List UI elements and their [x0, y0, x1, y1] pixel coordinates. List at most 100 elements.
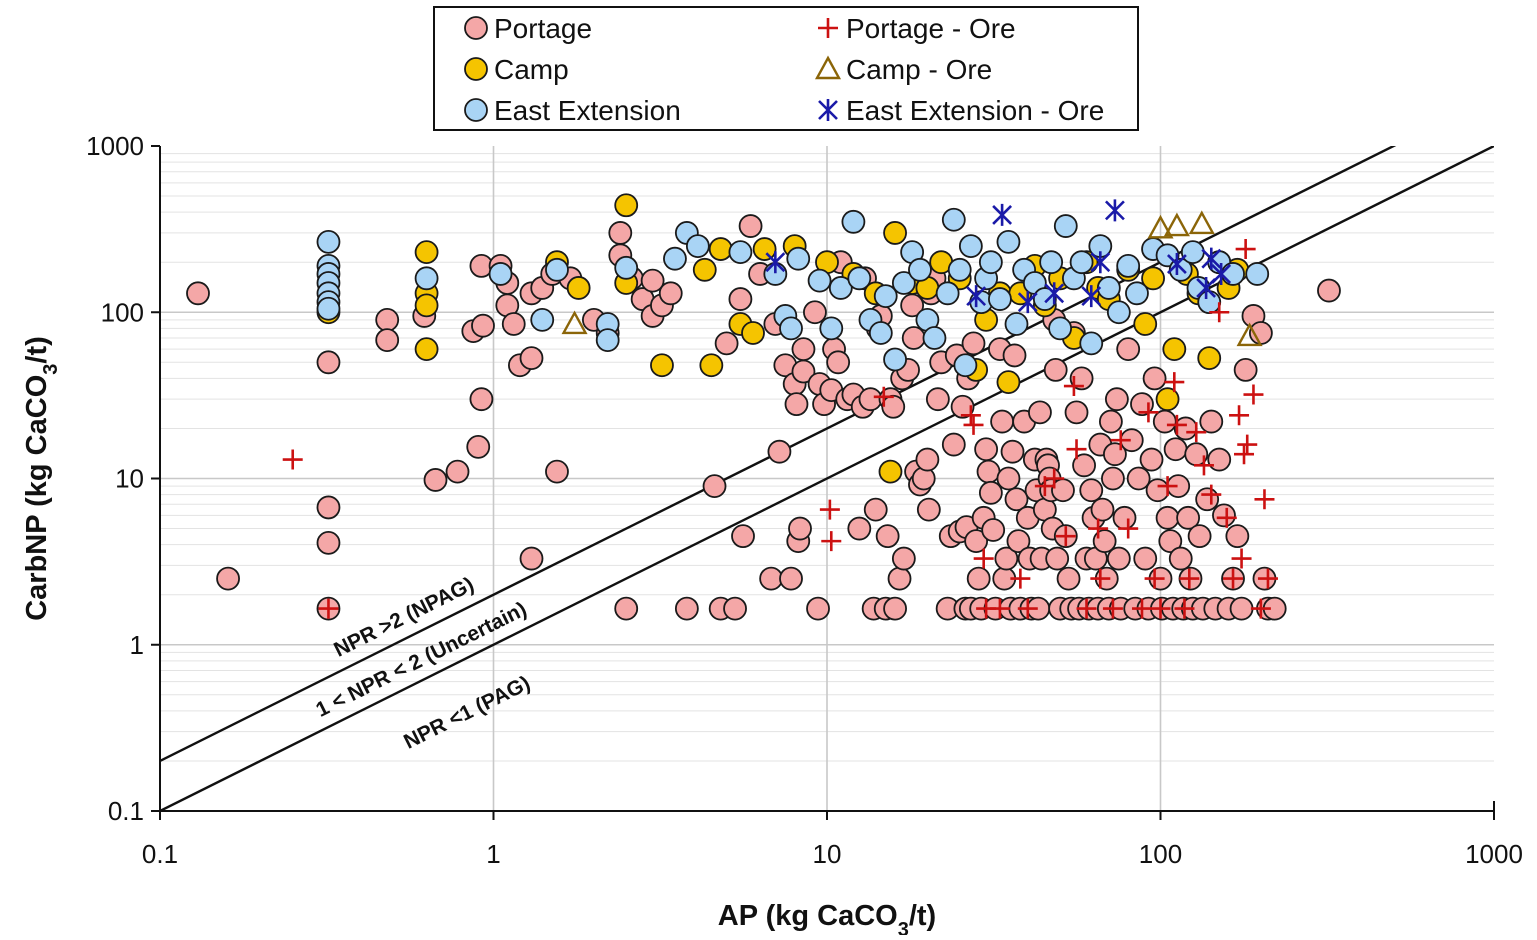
data-point: [282, 449, 303, 470]
data-point: [1076, 598, 1097, 619]
data-point: [996, 229, 1021, 254]
data-point: [1152, 409, 1177, 434]
data-point: [685, 234, 710, 258]
series-east-extension: [316, 207, 1270, 378]
data-point: [731, 524, 755, 549]
data-point: [868, 321, 893, 345]
data-point: [891, 271, 916, 295]
data-point: [1055, 526, 1076, 547]
region-label: NPR <1 (PAG): [400, 672, 534, 754]
data-point: [1096, 276, 1121, 300]
data-point: [1101, 466, 1125, 491]
data-points: [186, 193, 1341, 621]
data-point: [375, 328, 400, 352]
data-point: [881, 394, 906, 419]
data-point: [1147, 214, 1174, 239]
data-point: [818, 18, 838, 38]
data-point: [702, 474, 727, 499]
data-point: [674, 596, 699, 621]
series-portage-ore: [282, 239, 1278, 619]
data-point: [1245, 262, 1270, 286]
data-point: [1145, 478, 1170, 503]
data-point: [414, 240, 439, 265]
data-point: [1000, 439, 1025, 464]
data-point: [989, 598, 1010, 619]
data-point: [1197, 290, 1222, 315]
data-point: [883, 221, 907, 245]
data-point: [464, 57, 488, 81]
data-point: [908, 257, 932, 282]
legend-label: Portage: [494, 13, 592, 44]
data-point: [878, 459, 903, 484]
series-portage: [186, 214, 1341, 621]
data-point: [1180, 240, 1205, 265]
data-point: [1044, 468, 1065, 489]
data-point: [414, 266, 439, 291]
data-point: [658, 281, 683, 306]
data-point: [1176, 505, 1201, 530]
data-point: [922, 326, 947, 350]
x-axis-title: AP (kg CaCO3/t): [718, 900, 936, 935]
data-point: [1155, 505, 1180, 530]
data-point: [1233, 358, 1258, 382]
data-point: [316, 495, 341, 520]
data-point: [1104, 387, 1129, 412]
data-point: [788, 516, 812, 541]
data-point: [950, 394, 975, 419]
legend-label: Camp: [494, 54, 569, 85]
y-tick-label: 100: [101, 297, 144, 327]
data-point: [1231, 548, 1252, 569]
data-point: [976, 459, 1001, 484]
data-point: [1098, 409, 1123, 434]
x-tick-label: 100: [1139, 839, 1182, 869]
data-point: [316, 229, 341, 254]
data-point: [818, 99, 838, 121]
data-point: [1179, 568, 1200, 589]
data-point: [488, 262, 513, 286]
data-point: [1225, 524, 1250, 549]
data-point: [841, 209, 866, 234]
data-point: [1056, 566, 1081, 591]
data-point: [1221, 262, 1245, 286]
data-point: [1039, 250, 1064, 275]
data-point: [692, 257, 717, 282]
y-tick-label: 0.1: [108, 796, 144, 826]
data-point: [1064, 400, 1089, 425]
data-point: [545, 459, 569, 484]
data-point: [963, 414, 984, 435]
legend-label: Portage - Ore: [846, 13, 1016, 44]
data-point: [501, 312, 526, 336]
data-point: [1138, 402, 1159, 423]
data-point: [941, 207, 966, 232]
data-point: [699, 353, 724, 378]
x-tick-label: 1000: [1465, 839, 1523, 869]
data-point: [803, 300, 827, 325]
data-point: [1044, 282, 1065, 305]
data-point: [953, 353, 978, 378]
data-point: [847, 266, 872, 291]
data-point: [1139, 447, 1164, 472]
data-point: [1250, 598, 1271, 619]
data-point: [545, 257, 569, 282]
data-point: [1201, 247, 1222, 270]
legend: Portage Camp East Extension Portage - Ore Ca…: [433, 6, 1139, 131]
data-point: [858, 387, 883, 412]
data-point: [925, 387, 950, 412]
data-point: [779, 316, 803, 341]
data-point: [960, 405, 981, 426]
data-point: [981, 518, 1006, 542]
data-point: [1105, 199, 1125, 222]
data-point: [1166, 414, 1187, 435]
data-point: [1188, 210, 1215, 235]
data-point: [935, 281, 960, 306]
y-tick-label: 10: [115, 464, 144, 494]
data-point: [466, 434, 491, 459]
data-point: [1229, 405, 1250, 426]
data-point: [828, 276, 853, 300]
data-point: [1187, 524, 1212, 549]
data-point: [1126, 466, 1151, 491]
data-point: [608, 221, 633, 245]
data-point: [875, 524, 900, 549]
data-point: [186, 281, 210, 306]
